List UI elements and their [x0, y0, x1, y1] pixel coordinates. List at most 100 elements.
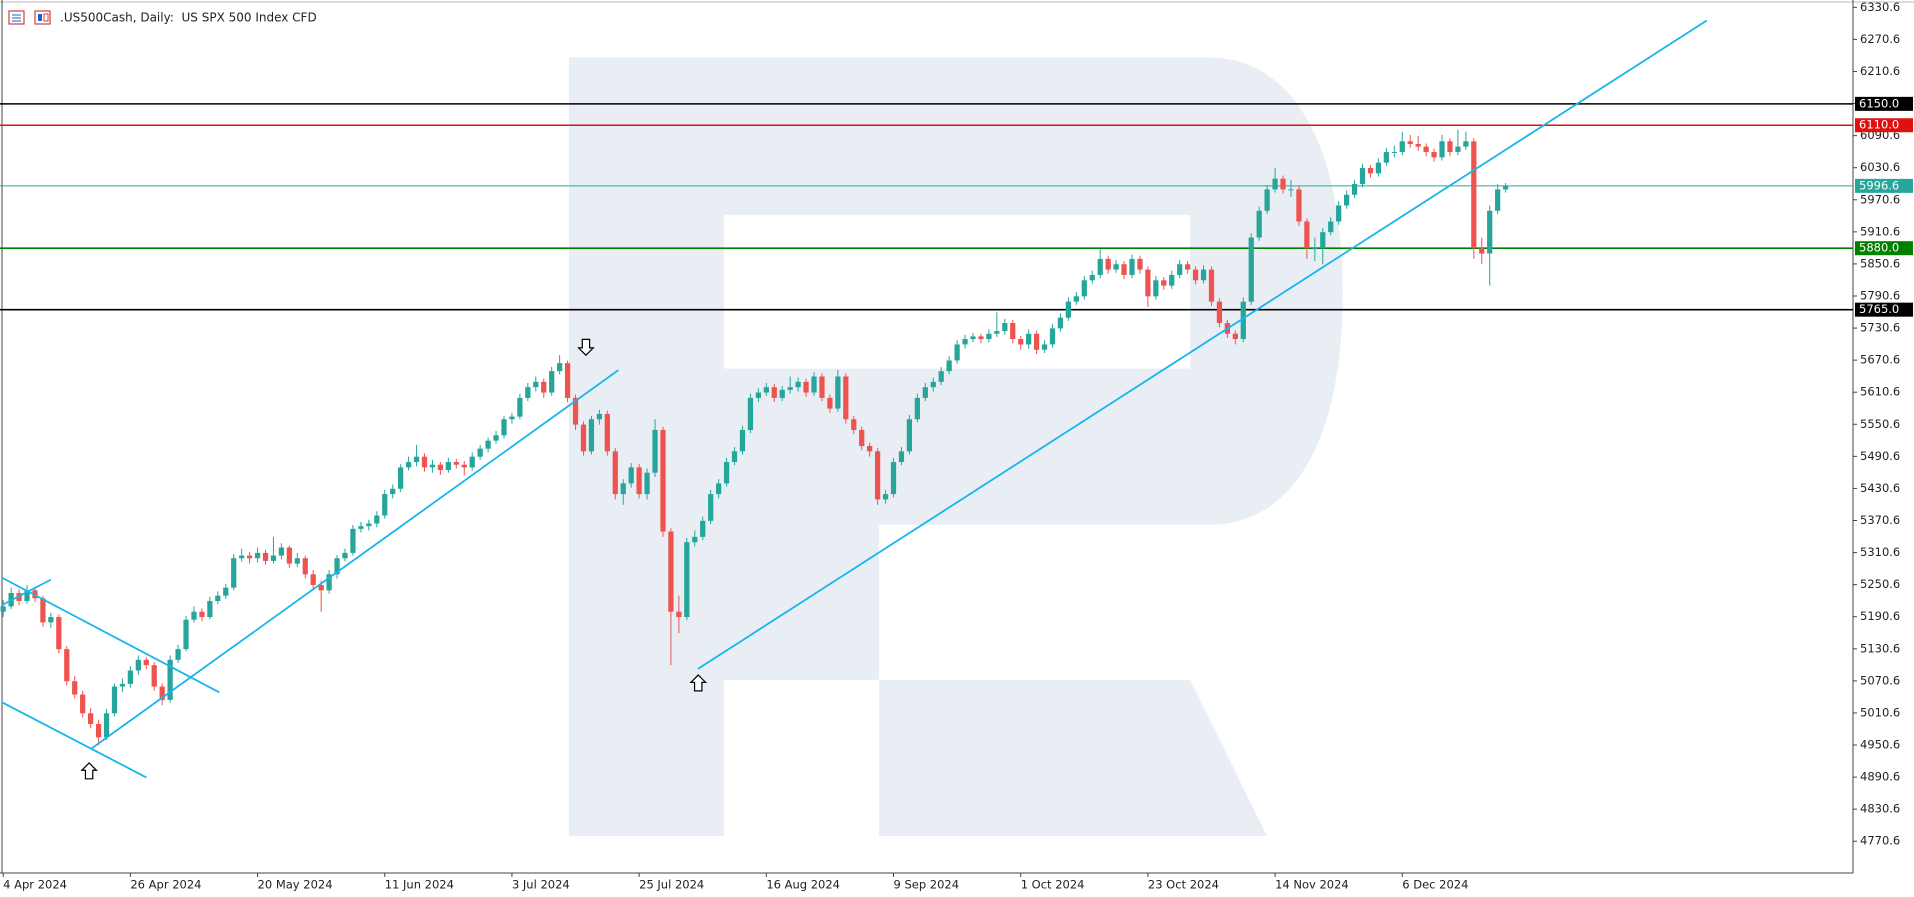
candle-body — [1495, 189, 1501, 211]
candle-body — [294, 558, 300, 564]
candle-body — [1041, 344, 1048, 350]
y-tick-label: 5490.6 — [1860, 449, 1900, 463]
candle-body — [358, 526, 364, 529]
candle-body — [1304, 221, 1310, 249]
candle-body — [1479, 248, 1485, 254]
candle-body — [278, 547, 285, 556]
candle-body — [72, 681, 78, 695]
candle-body — [1375, 162, 1382, 174]
candle-body — [1407, 141, 1413, 144]
candle-body — [1145, 269, 1151, 297]
candle-body — [1185, 264, 1191, 270]
candle-body — [803, 381, 809, 393]
candle-body — [1177, 264, 1183, 275]
candle-body — [1296, 189, 1302, 222]
candle-body — [660, 429, 666, 532]
candle-body — [175, 649, 181, 660]
candle-body — [199, 611, 205, 618]
candle-body — [326, 574, 332, 591]
level-label: 5996.6 — [1859, 178, 1899, 192]
candle-body — [80, 694, 86, 714]
candle-body — [239, 555, 245, 559]
candle-body — [509, 416, 515, 420]
x-tick-label: 11 Jun 2024 — [385, 878, 454, 892]
level-tag — [1855, 178, 1913, 193]
y-tick-label: 5070.6 — [1860, 673, 1900, 687]
candle-body — [1351, 184, 1358, 195]
arrows — [80, 338, 708, 780]
candle-body — [922, 387, 928, 398]
candle-body — [1137, 258, 1143, 270]
candle-body — [588, 419, 595, 452]
candle-body — [906, 419, 913, 452]
candle-body — [135, 659, 141, 671]
candle-body — [739, 429, 746, 452]
y-tick-label: 5670.6 — [1860, 353, 1900, 367]
y-tick-label: 4950.6 — [1860, 738, 1900, 752]
trend-line — [1, 701, 147, 779]
candle-body — [1057, 317, 1064, 329]
candle-body — [1280, 178, 1286, 190]
candle-body — [302, 558, 308, 575]
toolbar-icons — [8, 10, 51, 25]
candle-body — [1272, 178, 1278, 190]
candle-body — [684, 542, 690, 618]
candle-body — [390, 488, 396, 495]
y-tick-label: 6210.6 — [1860, 64, 1900, 78]
level-label: 6110.0 — [1859, 118, 1899, 132]
trend-line — [1, 578, 52, 607]
candle-body — [1423, 146, 1429, 152]
candle-body — [421, 456, 428, 468]
y-tick-label: 5970.6 — [1860, 192, 1900, 206]
trend-line — [1, 576, 220, 694]
candle-body — [763, 387, 769, 393]
x-tick-label: 1 Oct 2024 — [1021, 878, 1085, 892]
candle-body — [986, 333, 992, 340]
candle-body — [700, 520, 706, 537]
candle-body — [445, 462, 451, 471]
y-tick-label: 5130.6 — [1860, 641, 1900, 655]
y-tick-label: 5790.6 — [1860, 288, 1900, 302]
candle-body — [461, 464, 467, 468]
y-tick-label: 5370.6 — [1860, 513, 1900, 527]
level-tag — [1855, 302, 1913, 317]
candle-body — [882, 494, 889, 500]
candle-body — [437, 464, 444, 471]
candle-body — [517, 397, 523, 417]
candle-body — [270, 555, 277, 561]
candle-body — [994, 331, 1000, 334]
level-tag — [1855, 96, 1913, 111]
candle-body — [779, 389, 785, 398]
y-tick-label: 5190.6 — [1860, 609, 1900, 623]
candle-body — [835, 376, 841, 409]
y-tick-label: 5550.6 — [1860, 417, 1900, 431]
candle-body — [1383, 151, 1389, 163]
candle-body — [1288, 189, 1294, 191]
candle-body — [930, 381, 936, 388]
y-tick-label: 5910.6 — [1860, 224, 1900, 238]
candle-body — [771, 387, 777, 398]
x-tick-label: 20 May 2024 — [258, 878, 333, 892]
trend-line — [90, 369, 619, 750]
candle-body — [1065, 301, 1072, 318]
candle-body — [310, 574, 316, 585]
candle-body — [1026, 333, 1032, 345]
candle-body — [286, 547, 292, 564]
y-tick-label: 5730.6 — [1860, 321, 1900, 335]
candle-body — [819, 376, 825, 398]
y-tick-label: 4830.6 — [1860, 802, 1900, 816]
level-label: 5880.0 — [1859, 241, 1899, 255]
candle-body — [1502, 185, 1509, 190]
candle-body — [914, 397, 920, 420]
candle-body — [1256, 210, 1262, 238]
x-tick-label: 6 Dec 2024 — [1402, 878, 1468, 892]
candle-body — [572, 397, 579, 425]
candle-body — [787, 387, 793, 390]
candle-body — [1049, 328, 1056, 345]
candle-body — [1455, 146, 1461, 152]
candle-body — [374, 515, 380, 524]
candle-body — [382, 494, 388, 516]
candle-body — [1248, 237, 1254, 302]
candle-body — [954, 344, 960, 361]
